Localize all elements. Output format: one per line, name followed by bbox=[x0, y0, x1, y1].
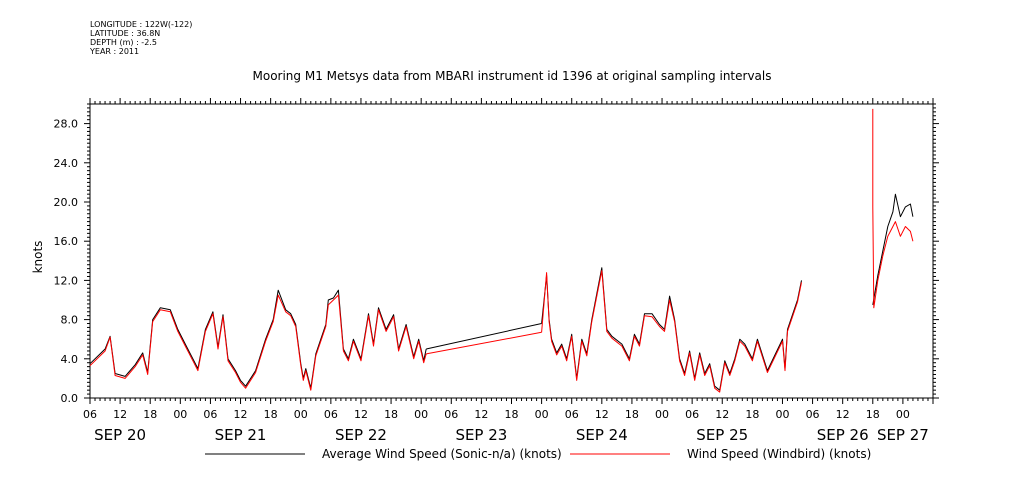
x-tick-label: 18 bbox=[866, 408, 880, 421]
latitude-text: LATITUDE : 36.8N bbox=[90, 29, 161, 38]
day-label: SEP 26 bbox=[817, 426, 869, 444]
depth-text: DEPTH (m) : -2.5 bbox=[90, 38, 157, 47]
x-tick-label: 06 bbox=[83, 408, 97, 421]
series-average-wind-speed bbox=[89, 193, 914, 391]
series-line-segment bbox=[89, 289, 427, 389]
x-tick-label: 12 bbox=[836, 408, 850, 421]
series-line-segment bbox=[872, 193, 914, 305]
y-tick-label: 4.0 bbox=[61, 353, 79, 366]
metadata-block: LONGITUDE : 122W(-122) LATITUDE : 36.8N … bbox=[90, 20, 192, 56]
x-tick-label: 18 bbox=[625, 408, 639, 421]
x-tick-label: 00 bbox=[294, 408, 308, 421]
plot-frame bbox=[89, 103, 934, 399]
x-tick-label: 18 bbox=[143, 408, 157, 421]
y-tick-label: 0.0 bbox=[61, 392, 79, 405]
x-tick-label: 06 bbox=[444, 408, 458, 421]
x-tick-label: 06 bbox=[203, 408, 217, 421]
series-line-segment bbox=[872, 108, 914, 309]
x-tick-label: 12 bbox=[113, 408, 127, 421]
x-tick-label: 12 bbox=[474, 408, 488, 421]
x-tick-label: 18 bbox=[505, 408, 519, 421]
x-tick-label: 00 bbox=[173, 408, 187, 421]
series-line-segment bbox=[541, 270, 802, 393]
x-tick-label: 00 bbox=[655, 408, 669, 421]
day-label: SEP 21 bbox=[215, 426, 267, 444]
legend: Average Wind Speed (Sonic-n/a) (knots) W… bbox=[205, 447, 871, 461]
y-tick-label: 8.0 bbox=[61, 314, 79, 327]
day-label: SEP 24 bbox=[576, 426, 628, 444]
series-line-segment bbox=[426, 331, 542, 355]
y-tick-label: 24.0 bbox=[54, 157, 79, 170]
x-tick-label: 06 bbox=[685, 408, 699, 421]
x-tick-label: 18 bbox=[745, 408, 759, 421]
x-tick-label: 12 bbox=[595, 408, 609, 421]
x-tick-label: 18 bbox=[264, 408, 278, 421]
legend-label-average: Average Wind Speed (Sonic-n/a) (knots) bbox=[322, 447, 562, 461]
x-tick-label: 00 bbox=[896, 408, 910, 421]
longitude-text: LONGITUDE : 122W(-122) bbox=[90, 20, 193, 29]
series-windbird-wind-speed bbox=[89, 108, 914, 393]
series-line-segment bbox=[426, 323, 542, 350]
y-tick-label: 16.0 bbox=[54, 235, 79, 248]
x-tick-label: 12 bbox=[715, 408, 729, 421]
axis-ticks: 06 12 18 00 06 12 18 00 06 12 18 00 06 12 18 00 06 12 18 00… bbox=[54, 98, 939, 444]
legend-label-windbird: Wind Speed (Windbird) (knots) bbox=[687, 447, 871, 461]
day-label: SEP 27 bbox=[877, 426, 929, 444]
series-layer bbox=[89, 108, 914, 393]
x-tick-label: 12 bbox=[234, 408, 248, 421]
x-tick-label: 18 bbox=[384, 408, 398, 421]
y-tick-label: 12.0 bbox=[54, 274, 79, 287]
series-line-segment bbox=[89, 294, 427, 391]
x-tick-label: 06 bbox=[565, 408, 579, 421]
x-tick-label: 00 bbox=[535, 408, 549, 421]
chart-title: Mooring M1 Metsys data from MBARI instru… bbox=[253, 69, 772, 83]
day-label: SEP 20 bbox=[94, 426, 146, 444]
x-tick-label: 00 bbox=[775, 408, 789, 421]
day-label: SEP 25 bbox=[696, 426, 748, 444]
year-text: YEAR : 2011 bbox=[90, 47, 140, 56]
day-label: SEP 23 bbox=[455, 426, 507, 444]
series-line-segment bbox=[541, 267, 802, 391]
x-tick-label: 06 bbox=[324, 408, 338, 421]
y-tick-label: 28.0 bbox=[54, 118, 79, 131]
day-label: SEP 22 bbox=[335, 426, 387, 444]
x-tick-label: 06 bbox=[806, 408, 820, 421]
y-tick-label: 20.0 bbox=[54, 196, 79, 209]
y-axis-label: knots bbox=[31, 241, 45, 274]
x-tick-label: 00 bbox=[414, 408, 428, 421]
x-tick-label: 12 bbox=[354, 408, 368, 421]
